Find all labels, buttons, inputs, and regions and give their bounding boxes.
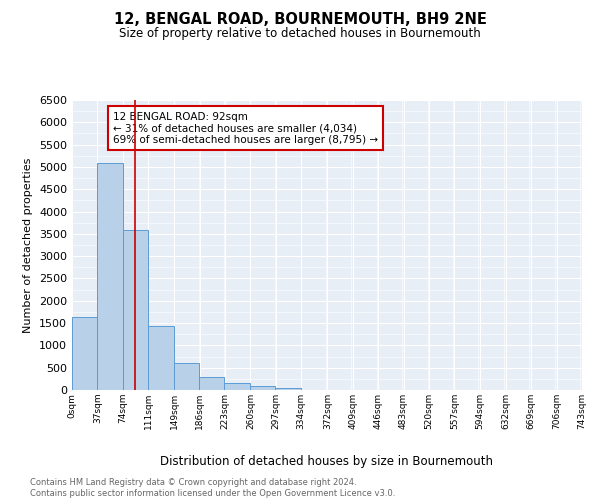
Text: 12, BENGAL ROAD, BOURNEMOUTH, BH9 2NE: 12, BENGAL ROAD, BOURNEMOUTH, BH9 2NE <box>113 12 487 28</box>
Text: 12 BENGAL ROAD: 92sqm
← 31% of detached houses are smaller (4,034)
69% of semi-d: 12 BENGAL ROAD: 92sqm ← 31% of detached … <box>113 112 378 145</box>
Bar <box>97 164 123 390</box>
Bar <box>199 376 224 390</box>
Y-axis label: Number of detached properties: Number of detached properties <box>23 158 34 332</box>
Bar <box>148 326 173 390</box>
Text: Contains HM Land Registry data © Crown copyright and database right 2024.
Contai: Contains HM Land Registry data © Crown c… <box>30 478 395 498</box>
Bar <box>173 362 199 390</box>
Bar <box>123 230 148 390</box>
Bar <box>224 384 250 390</box>
Bar <box>250 386 275 390</box>
Bar <box>275 388 301 390</box>
Text: Distribution of detached houses by size in Bournemouth: Distribution of detached houses by size … <box>161 454 493 468</box>
Text: Size of property relative to detached houses in Bournemouth: Size of property relative to detached ho… <box>119 28 481 40</box>
Bar <box>72 318 97 390</box>
